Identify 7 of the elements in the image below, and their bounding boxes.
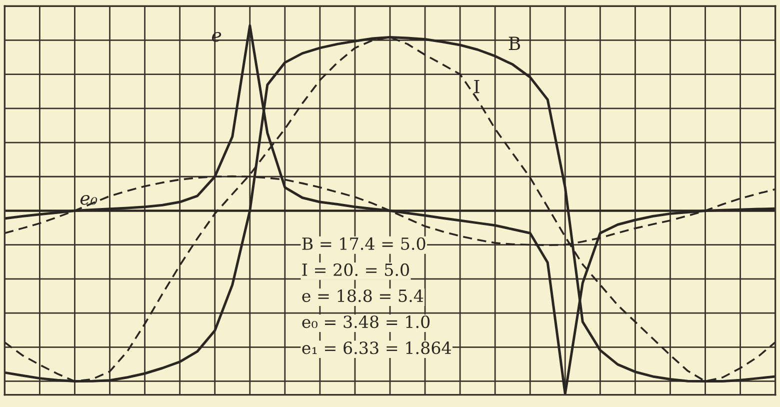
annotation: I = 20. = 5.0 [302,263,409,276]
annotation: B = 17.4 = 5.0 [302,237,426,250]
series-label: I [474,80,480,94]
annotation: e₀ = 3.48 = 1.0 [302,316,430,328]
annotation: e₁ = 6.33 = 1.864 [302,342,452,354]
series-label: e₀ [80,194,98,205]
annotation: e = 18.8 = 5.4 [302,289,424,302]
